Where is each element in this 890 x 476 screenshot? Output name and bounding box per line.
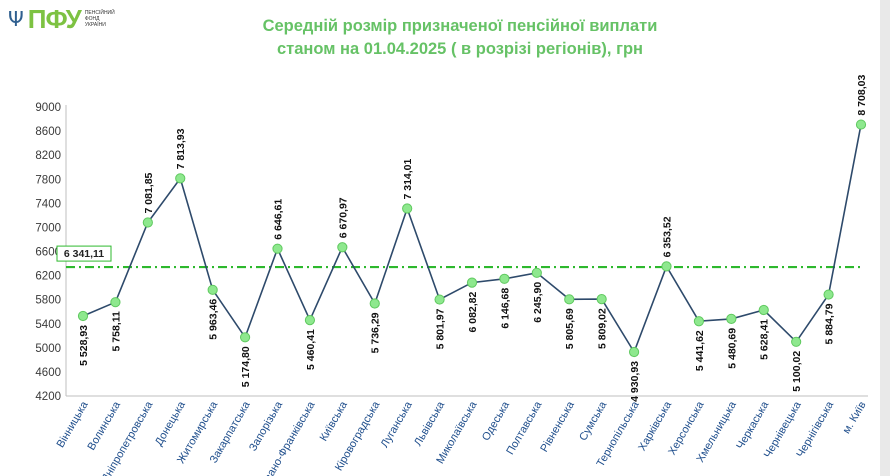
data-point bbox=[272, 243, 283, 254]
data-label: 5 460,41 bbox=[305, 329, 317, 370]
data-point bbox=[110, 297, 121, 308]
data-point bbox=[239, 332, 251, 343]
data-point bbox=[207, 284, 218, 295]
data-label: 6 646,61 bbox=[273, 199, 285, 240]
y-tick-label: 7000 bbox=[35, 222, 61, 234]
data-label: 5 884,79 bbox=[824, 303, 836, 344]
data-label: 7 314,01 bbox=[402, 158, 414, 199]
x-tick-label: м. Київ bbox=[841, 399, 869, 436]
data-point bbox=[466, 277, 478, 288]
data-point bbox=[337, 242, 348, 253]
y-tick-label: 9000 bbox=[35, 102, 61, 114]
y-tick-label: 4600 bbox=[35, 367, 61, 379]
y-tick-label: 7400 bbox=[35, 198, 61, 210]
chart-title: Середній розмір призначеної пенсійної ви… bbox=[180, 15, 740, 61]
data-label: 7 813,93 bbox=[175, 128, 187, 169]
data-point bbox=[855, 119, 867, 130]
data-label: 5 100,02 bbox=[791, 351, 803, 392]
data-point bbox=[823, 289, 834, 300]
data-label: 5 805,69 bbox=[564, 308, 576, 349]
data-label: 5 174,80 bbox=[240, 346, 252, 387]
data-label: 6 082,82 bbox=[467, 291, 479, 332]
y-tick-label: 7800 bbox=[35, 174, 61, 186]
y-tick-label: 8200 bbox=[35, 150, 61, 162]
data-point bbox=[499, 273, 510, 284]
logo-mark: ПФУ bbox=[27, 4, 82, 34]
x-tick-label: Рівненська bbox=[538, 399, 577, 455]
x-tick-label: Луганська bbox=[379, 399, 415, 450]
pfu-logo: Ψ ПФУ Пенсійний фонд України bbox=[8, 6, 125, 32]
data-point bbox=[564, 294, 575, 305]
y-tick-label: 8600 bbox=[35, 126, 61, 138]
data-label: 5 736,29 bbox=[370, 312, 382, 353]
y-tick-label: 4200 bbox=[35, 391, 61, 403]
x-tick-label: Черкаська bbox=[734, 399, 771, 452]
y-tick-label: 5800 bbox=[35, 295, 61, 307]
data-label: 5 441,62 bbox=[694, 330, 706, 371]
data-point bbox=[369, 298, 380, 309]
data-point bbox=[596, 294, 607, 305]
data-label: 6 670,97 bbox=[337, 197, 349, 238]
average-label: 6 341,11 bbox=[64, 248, 104, 260]
data-label: 5 758,11 bbox=[110, 311, 122, 351]
trident-icon: Ψ bbox=[8, 7, 24, 31]
x-tick-label: Сумська bbox=[577, 399, 609, 443]
data-label: 5 480,69 bbox=[726, 328, 738, 369]
data-point bbox=[175, 173, 186, 184]
y-tick-label: 5000 bbox=[35, 343, 61, 355]
x-tick-label: Волинська bbox=[85, 399, 123, 453]
data-label: 5 809,02 bbox=[597, 308, 609, 349]
chart-title-line-2: станом на 01.04.2025 ( в розрізі регіоні… bbox=[277, 40, 643, 58]
data-label: 5 801,97 bbox=[435, 308, 447, 349]
data-label: 7 081,85 bbox=[143, 172, 155, 213]
chart-title-line-1: Середній розмір призначеної пенсійної ви… bbox=[262, 17, 658, 35]
logo-caption-line: України bbox=[84, 22, 106, 28]
data-point bbox=[142, 217, 153, 228]
data-point bbox=[661, 261, 672, 272]
y-tick-label: 6200 bbox=[35, 271, 61, 283]
data-label: 6 146,68 bbox=[499, 288, 511, 329]
data-label: 5 628,41 bbox=[759, 319, 771, 360]
y-tick-label: 6600 bbox=[35, 247, 61, 259]
data-label: 8 708,03 bbox=[856, 75, 868, 116]
data-point bbox=[758, 304, 769, 316]
data-point bbox=[77, 310, 89, 322]
x-tick-label: Вінницька bbox=[55, 399, 91, 450]
data-label: 5 528,93 bbox=[78, 325, 90, 366]
data-point bbox=[628, 346, 640, 358]
data-point bbox=[434, 294, 445, 305]
logo-caption-line: фонд bbox=[84, 16, 100, 22]
data-point bbox=[791, 336, 802, 347]
data-label: 4 930,93 bbox=[629, 361, 641, 402]
x-tick-label: Одеська bbox=[480, 399, 512, 443]
x-tick-label: Львівська bbox=[412, 399, 448, 449]
x-tick-label: Донецька bbox=[153, 399, 188, 448]
x-tick-label: Київська bbox=[318, 399, 351, 444]
average-label-box bbox=[56, 245, 112, 262]
right-scrollbar-strip bbox=[880, 0, 890, 476]
y-tick-label: 5400 bbox=[35, 319, 61, 331]
data-point bbox=[726, 313, 737, 324]
data-point bbox=[531, 267, 542, 278]
data-label: 5 963,46 bbox=[208, 299, 220, 340]
data-point bbox=[693, 316, 705, 327]
data-point bbox=[402, 203, 413, 214]
logo-caption-line: Пенсійний bbox=[84, 10, 115, 16]
data-label: 6 245,90 bbox=[532, 282, 544, 323]
data-point bbox=[304, 315, 316, 326]
logo-caption: Пенсійний фонд України bbox=[85, 10, 125, 28]
data-label: 6 353,52 bbox=[662, 216, 674, 257]
